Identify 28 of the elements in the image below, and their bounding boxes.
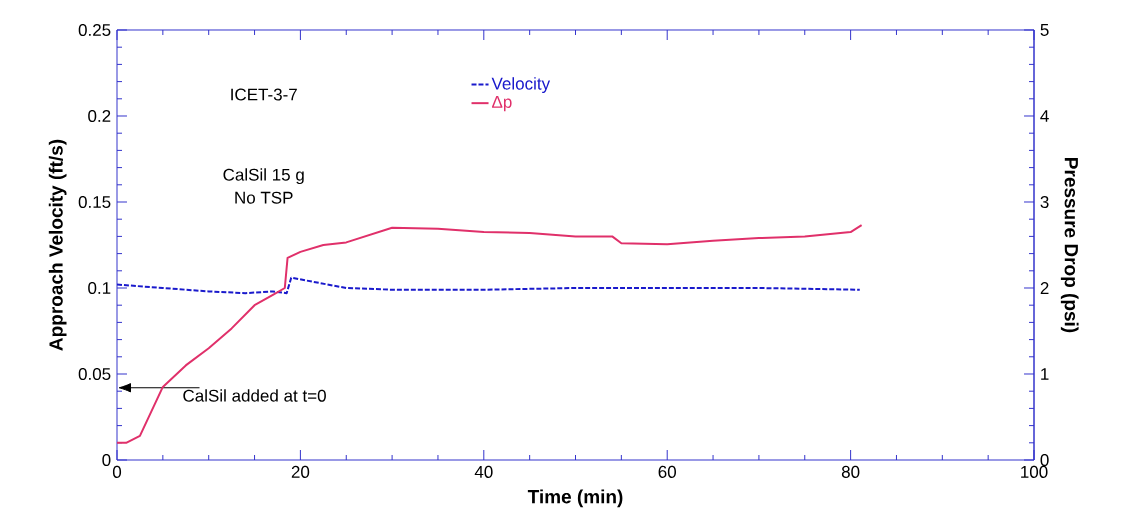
y2-tick-label: 2 xyxy=(1040,282,1049,294)
x-tick-label: 0 xyxy=(112,465,122,478)
y2-tick-label: 0 xyxy=(1040,453,1049,467)
x-tick-label: 20 xyxy=(291,465,310,478)
annotation: No TSP xyxy=(235,191,293,204)
x-tick-label: 40 xyxy=(474,465,493,478)
annotation: ICET-3-7 xyxy=(231,88,297,101)
x-tick-label: 80 xyxy=(841,465,860,478)
y2-tick-label: 4 xyxy=(1040,110,1049,122)
y-tick-label: 0.2 xyxy=(88,109,111,123)
annotation: CalSil added at t=0 xyxy=(183,389,326,402)
y2-tick-label: 1 xyxy=(1041,368,1049,380)
y-axis-title: Approach Velocity (ft/s) xyxy=(48,139,67,351)
x-tick-label: 100 xyxy=(1021,465,1048,478)
y-tick-label: 0.05 xyxy=(78,367,111,381)
legend-label: Δp xyxy=(492,96,512,112)
y2-tick-label: 5 xyxy=(1040,24,1049,36)
y-tick-label: 0.25 xyxy=(78,23,111,37)
legend-label: Velocity xyxy=(491,77,551,94)
x-tick-label: 60 xyxy=(658,465,676,478)
x-axis-title: Time (min) xyxy=(527,489,623,508)
y-tick-label: 0.1 xyxy=(88,281,111,295)
y2-tick-label: 3 xyxy=(1040,195,1049,209)
annotation: CalSil 15 g xyxy=(223,168,304,185)
y-tick-label: 0 xyxy=(102,453,111,467)
line-series xyxy=(117,224,863,444)
y-tick-label: 0.15 xyxy=(78,195,111,209)
y2-axis-title: Pressure Drop (psi) xyxy=(1060,158,1079,333)
